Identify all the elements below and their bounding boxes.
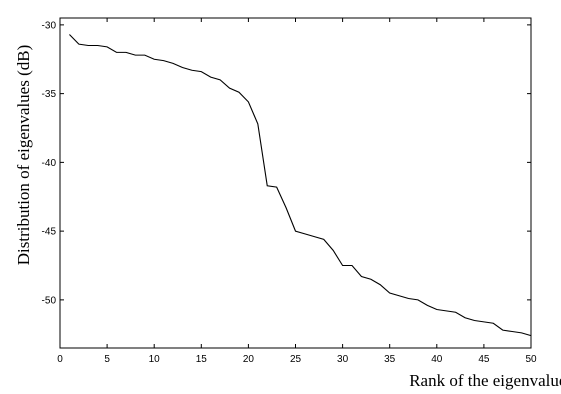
x-tick-labels: 0 5 10 15 20 25 30 35 40 45 50 xyxy=(57,354,537,365)
x-tick-label: 20 xyxy=(243,354,255,365)
x-tick-label: 40 xyxy=(431,354,443,365)
x-tick-label: 0 xyxy=(57,354,63,365)
x-tick-label: 50 xyxy=(525,354,537,365)
y-tick-label: -45 xyxy=(42,227,57,238)
x-axis-title: Rank of the eigenvalues xyxy=(409,371,561,390)
x-tick-label: 30 xyxy=(337,354,349,365)
x-tick-label: 10 xyxy=(149,354,161,365)
plot-frame xyxy=(59,17,532,349)
x-tick-label: 35 xyxy=(384,354,396,365)
y-tick-label: -30 xyxy=(42,20,57,31)
y-tick-label: -50 xyxy=(42,295,57,306)
series-line xyxy=(69,34,532,337)
y-axis-title: Distribution of eigenvalues (dB) xyxy=(14,45,33,266)
x-tick-label: 25 xyxy=(290,354,302,365)
y-tick-label: -40 xyxy=(42,158,57,169)
x-tick-label: 45 xyxy=(478,354,490,365)
tick-layer xyxy=(59,18,532,348)
x-tick-label: 15 xyxy=(196,354,208,365)
x-tick-label: 5 xyxy=(104,354,110,365)
y-tick-label: -35 xyxy=(42,89,57,100)
y-tick-labels: -30 -35 -40 -45 -50 xyxy=(42,20,57,306)
